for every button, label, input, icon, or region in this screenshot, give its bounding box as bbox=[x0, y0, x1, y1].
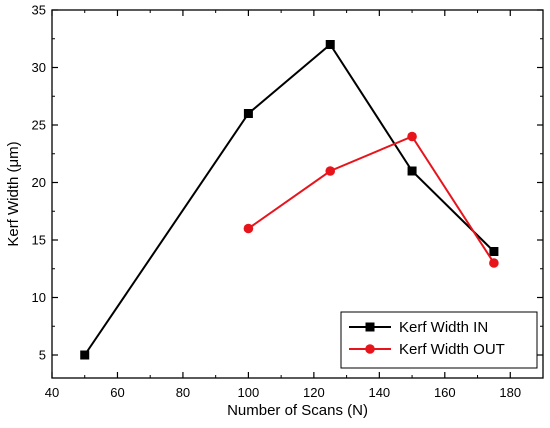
data-point-kerf-width-in-125 bbox=[325, 40, 335, 49]
x-tick-label-80: 80 bbox=[176, 385, 190, 400]
plot-frame bbox=[51, 9, 544, 379]
axis-ticks: 40 60 80 100 120 140 160 180 5 10 15 20 25 30 35 bbox=[32, 3, 543, 400]
y-tick-label-5: 5 bbox=[39, 348, 46, 363]
y-tick-label-35: 35 bbox=[32, 3, 46, 18]
y-tick-label-15: 15 bbox=[32, 233, 46, 248]
y-tick-label-10: 10 bbox=[32, 290, 46, 305]
chart-marks bbox=[80, 40, 499, 360]
x-axis-title: Number of Scans (N) bbox=[227, 402, 368, 419]
x-tick-label-140: 140 bbox=[368, 385, 390, 400]
y-tick-label-25: 25 bbox=[32, 118, 46, 133]
data-point-kerf-width-out-175 bbox=[489, 258, 499, 268]
y-tick-label-30: 30 bbox=[32, 60, 46, 75]
data-point-kerf-width-in-100 bbox=[243, 109, 253, 118]
data-point-kerf-width-in-150 bbox=[407, 166, 417, 176]
x-tick-label-40: 40 bbox=[45, 385, 59, 400]
data-point-kerf-width-out-100 bbox=[243, 223, 254, 234]
legend-swatch-marker-kerf-width-out bbox=[365, 344, 375, 354]
legend-label-kerf-width-out: Kerf Width OUT bbox=[399, 341, 505, 358]
data-point-kerf-width-in-175 bbox=[489, 247, 499, 256]
legend-box bbox=[340, 311, 538, 369]
y-tick-label-20: 20 bbox=[32, 175, 46, 190]
data-point-kerf-width-out-125 bbox=[325, 166, 336, 176]
x-tick-label-180: 180 bbox=[499, 385, 521, 400]
x-tick-label-100: 100 bbox=[238, 385, 260, 400]
x-tick-label-60: 60 bbox=[110, 385, 124, 400]
series-line-kerf-width-out bbox=[247, 135, 495, 264]
legend: Kerf Width IN Kerf Width OUT bbox=[340, 311, 538, 369]
data-point-kerf-width-in-50 bbox=[80, 350, 90, 360]
legend-swatch-marker-kerf-width-in bbox=[365, 322, 375, 332]
data-point-kerf-width-out-150 bbox=[407, 131, 417, 142]
legend-label-kerf-width-in: Kerf Width IN bbox=[399, 319, 488, 336]
x-tick-label-120: 120 bbox=[303, 385, 325, 400]
x-tick-label-160: 160 bbox=[434, 385, 456, 400]
y-axis-title: Kerf Width (μm) bbox=[5, 141, 22, 246]
